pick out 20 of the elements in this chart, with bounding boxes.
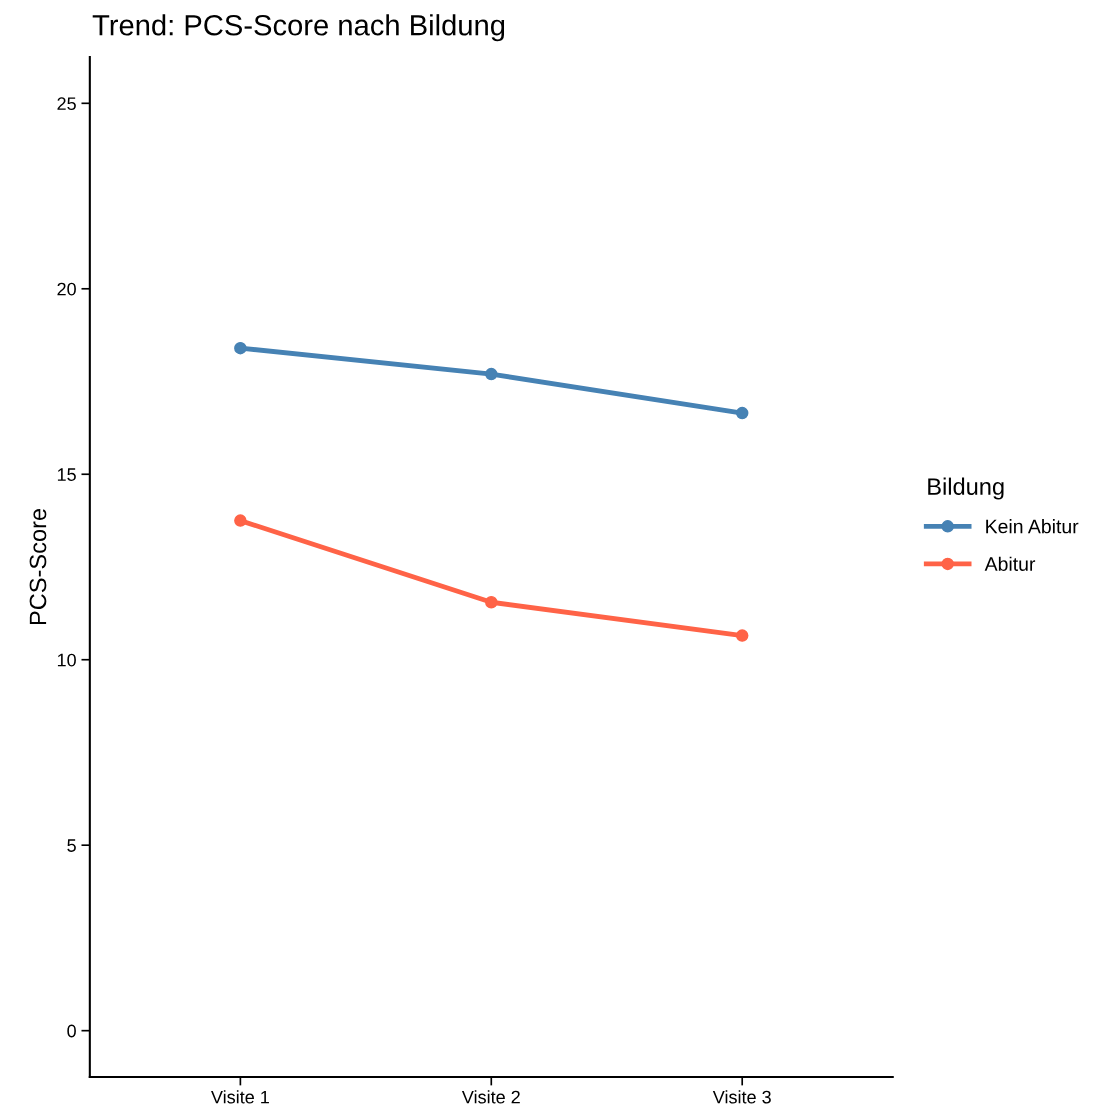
y-tick-label: 15 [57, 468, 76, 481]
point [485, 367, 498, 381]
y-tick-label: 0 [67, 1024, 76, 1038]
legend-label: Kein Abitur [986, 519, 1079, 534]
chart-title: Trend: PCS-Score nach Bildung [92, 14, 505, 42]
y-tick-label: 20 [57, 282, 76, 296]
y-tick-label: 5 [67, 839, 76, 852]
y-tick-label: 25 [57, 97, 76, 111]
legend-title: Bildung [928, 477, 1004, 500]
y-tick-label: 10 [57, 653, 76, 667]
point [735, 406, 749, 420]
point [485, 595, 498, 609]
point [234, 514, 247, 527]
point [234, 341, 247, 355]
legend-label: Abitur [984, 556, 1036, 571]
x-tick-label: Visite 3 [712, 1090, 771, 1104]
x-tick-label: Visite 2 [461, 1090, 520, 1104]
y-axis-title: PCS-Score [29, 508, 47, 625]
point [735, 629, 749, 642]
x-tick-label: Visite 1 [211, 1090, 269, 1104]
